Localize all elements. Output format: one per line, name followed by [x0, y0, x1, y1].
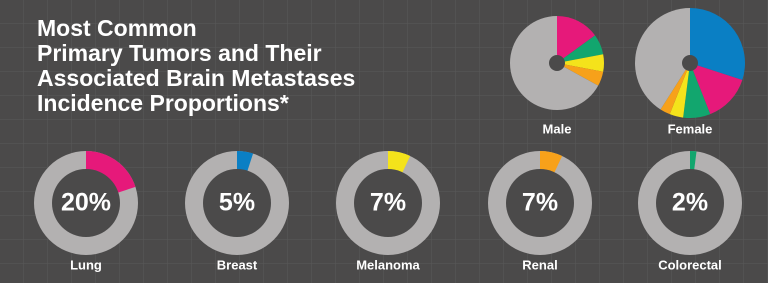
pie-slice	[635, 8, 690, 110]
title-line: Most Common	[37, 15, 197, 41]
pie-slice	[557, 63, 604, 86]
donut-value: 20%	[61, 189, 111, 217]
pie-hole	[549, 55, 565, 71]
donut-hole	[203, 169, 271, 237]
pie-label: Male	[543, 121, 572, 136]
pie-slice	[690, 63, 743, 115]
title-line: Incidence Proportions*	[37, 90, 289, 116]
donut-hole	[52, 169, 120, 237]
donut-value: 7%	[370, 189, 406, 217]
pie-hole	[682, 55, 698, 71]
donut-value: 7%	[522, 189, 558, 217]
pie-label: Female	[668, 121, 713, 136]
pie-slice	[557, 16, 596, 63]
donut-label: Breast	[217, 257, 258, 272]
donut-label: Renal	[522, 257, 557, 272]
donut-hole	[506, 169, 574, 237]
pie-slice	[683, 63, 711, 118]
donut-hole	[354, 169, 422, 237]
pie-slice	[690, 8, 745, 80]
donut-value: 2%	[672, 189, 708, 217]
donut-label: Lung	[70, 257, 102, 272]
donut-hole	[656, 169, 724, 237]
donut-label: Colorectal	[658, 257, 722, 272]
pie-slice	[669, 63, 690, 118]
pie-slice	[557, 54, 605, 72]
title-line: Associated Brain Metastases	[37, 65, 355, 91]
title-line: Primary Tumors and Their	[37, 40, 322, 66]
donut-value: 5%	[219, 189, 255, 217]
pie-slice	[557, 35, 604, 63]
pie-slice	[660, 63, 690, 115]
donut-label: Melanoma	[356, 257, 420, 272]
